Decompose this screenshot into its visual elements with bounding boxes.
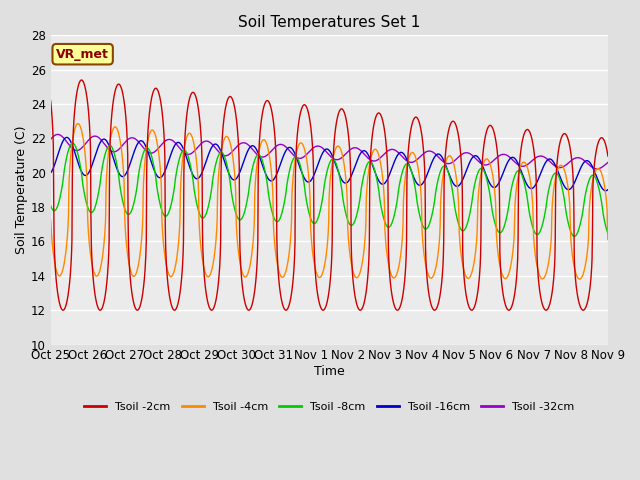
Title: Soil Temperatures Set 1: Soil Temperatures Set 1 [238,15,420,30]
Text: VR_met: VR_met [56,48,109,60]
Y-axis label: Soil Temperature (C): Soil Temperature (C) [15,126,28,254]
Legend: Tsoil -2cm, Tsoil -4cm, Tsoil -8cm, Tsoil -16cm, Tsoil -32cm: Tsoil -2cm, Tsoil -4cm, Tsoil -8cm, Tsoi… [80,397,579,416]
X-axis label: Time: Time [314,365,345,378]
